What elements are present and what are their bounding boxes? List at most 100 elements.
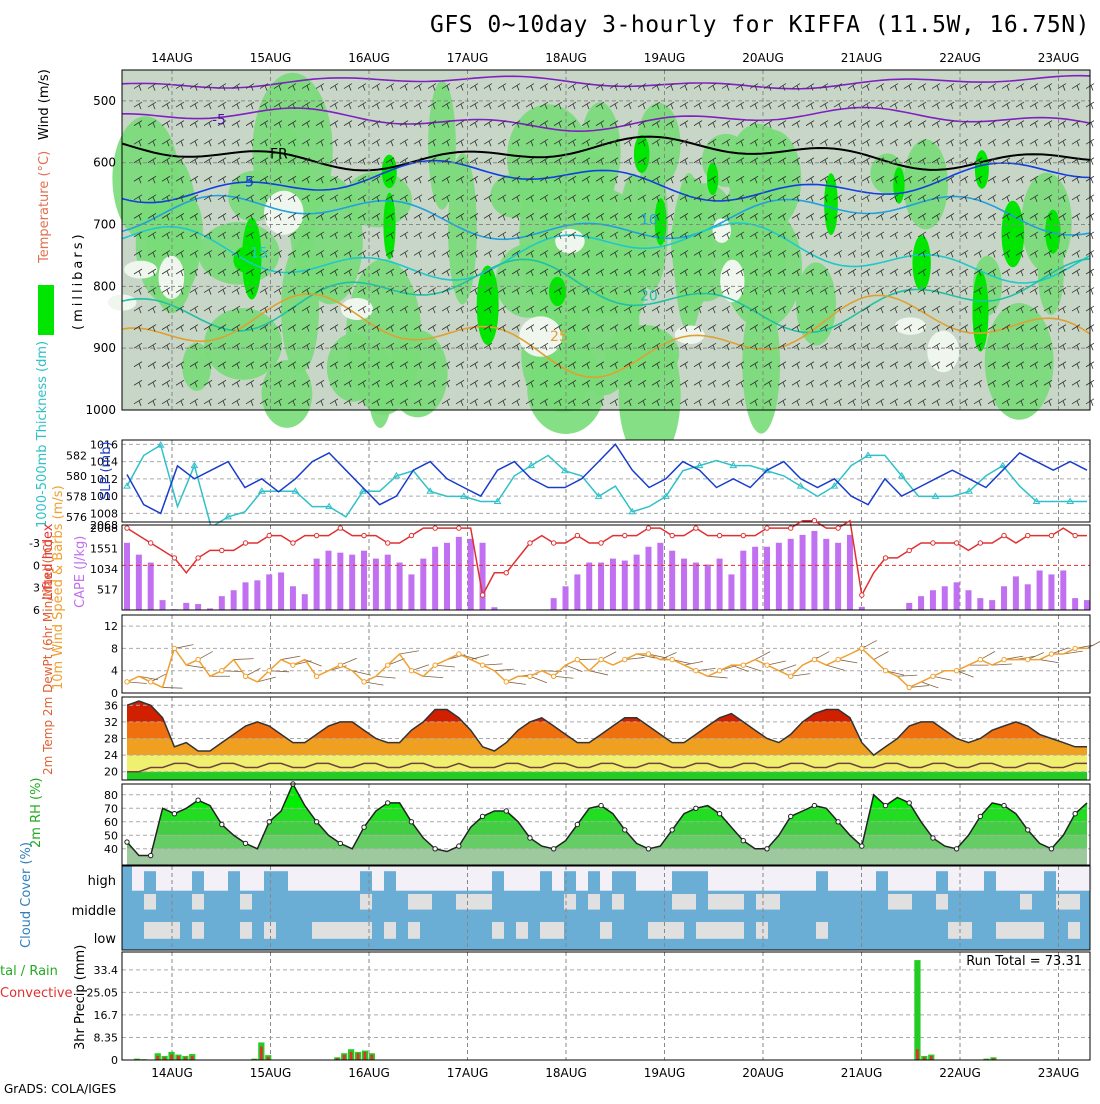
cape-bar xyxy=(148,563,154,610)
top-date-label: 22AUG xyxy=(939,51,981,65)
cape-bar xyxy=(1013,576,1019,610)
cloud-cell xyxy=(876,866,888,871)
rh-line-point xyxy=(954,847,958,851)
rh-blob xyxy=(368,345,392,428)
wind-speed-line-point xyxy=(291,663,295,667)
rh-line-point xyxy=(528,836,532,840)
top-date-label: 16AUG xyxy=(348,51,390,65)
isotherm-label: 5 xyxy=(245,174,254,190)
cape-bar xyxy=(906,603,912,610)
cloud-cell xyxy=(468,866,480,891)
precip-tick-label: 0 xyxy=(111,1054,118,1067)
cloud-cell xyxy=(168,922,180,939)
cape-bar xyxy=(942,586,948,610)
wind-speed-line-point xyxy=(314,674,318,678)
wind-tick-label: 12 xyxy=(104,620,118,633)
wind-speed-line-point xyxy=(1002,657,1006,661)
isotherm-label: FR xyxy=(270,146,288,162)
cape-bar xyxy=(622,561,628,610)
cloud-cell xyxy=(936,866,948,871)
cape-bar xyxy=(1072,598,1078,610)
rh-line-point xyxy=(196,798,200,802)
rh-line-point xyxy=(836,820,840,824)
wind-speed-line-point xyxy=(362,680,366,684)
lifted-index-line-point xyxy=(1002,533,1006,537)
cape-bar xyxy=(195,604,201,610)
cloud-cell xyxy=(516,922,528,939)
cape-bar xyxy=(243,582,249,610)
lifted-index-line-point xyxy=(1049,533,1053,537)
wind-speed-line-point xyxy=(575,657,579,661)
cloud-cell xyxy=(732,894,744,910)
rh-line-point xyxy=(812,803,816,807)
cloud-cell xyxy=(732,922,744,939)
cloud-cell xyxy=(204,866,216,891)
cape-bar xyxy=(657,543,663,610)
cape-bar xyxy=(337,553,343,610)
cloud-cell xyxy=(804,866,816,891)
cape-bar xyxy=(254,580,260,610)
lifted-index-line-point xyxy=(670,533,674,537)
wind-speed-line-point xyxy=(883,669,887,673)
lifted-index-line-point xyxy=(599,541,603,545)
rh-line-point xyxy=(433,847,437,851)
precip-legend-total: tal / Rain xyxy=(0,964,58,979)
temp-band xyxy=(127,739,1087,756)
cloud-cell xyxy=(948,866,960,891)
cape-bar xyxy=(432,547,438,610)
bottom-date-label: 14AUG xyxy=(151,1066,193,1080)
wind-speed-line-point xyxy=(812,657,816,661)
cape-bar xyxy=(1001,586,1007,610)
thickness-tick-label: 580 xyxy=(66,470,87,483)
cloud-cell xyxy=(156,922,168,939)
cloud-cell xyxy=(624,866,636,871)
cloud-cell xyxy=(588,894,600,910)
lifted-index-line-point xyxy=(196,556,200,560)
cape-bar xyxy=(278,572,284,610)
wind-speed-line-point xyxy=(978,657,982,661)
cloud-cell xyxy=(540,866,552,871)
cloud-cell xyxy=(888,894,900,910)
cloud-cell xyxy=(1008,866,1020,891)
cloud-cell xyxy=(240,866,252,891)
cloud-cell xyxy=(924,866,936,891)
cloud-cell xyxy=(1008,922,1020,939)
cape-bar xyxy=(800,535,806,610)
cloud-cell xyxy=(540,922,552,939)
lifted-index-line-point xyxy=(954,541,958,545)
lifted-index-line-point xyxy=(860,593,864,597)
cloud-cell xyxy=(948,922,960,939)
rh-core xyxy=(975,150,989,189)
cloud-cell xyxy=(468,894,480,910)
precip-total-bar xyxy=(914,960,920,1060)
rh-tick-label: 80 xyxy=(104,789,118,802)
rh-dry-patch xyxy=(341,298,373,320)
cape-bar xyxy=(776,543,782,610)
rh-line-point xyxy=(172,812,176,816)
cloud-cell xyxy=(144,866,156,871)
rh-core xyxy=(634,135,650,173)
bottom-date-label: 15AUG xyxy=(250,1066,292,1080)
precip-conv-bar xyxy=(364,1052,367,1060)
bottom-date-label: 21AUG xyxy=(841,1066,883,1080)
cape-bar xyxy=(835,543,841,610)
lifted-index-line-point xyxy=(362,533,366,537)
cloud-cell xyxy=(756,922,768,939)
cloud-cell xyxy=(216,866,228,891)
precip-conv-bar xyxy=(916,1049,919,1060)
pressure-tick-label: 500 xyxy=(93,94,116,108)
cloud-cell xyxy=(480,894,492,910)
wind-speed-line-point xyxy=(243,674,247,678)
wind-speed-line-point xyxy=(623,657,627,661)
wind-tick-label: 0 xyxy=(111,687,118,700)
cloud-cell xyxy=(312,866,324,891)
cape-bar xyxy=(373,559,379,610)
cape-bar xyxy=(740,551,746,610)
cloud-cell xyxy=(420,866,432,891)
rh-dry-patch xyxy=(927,331,959,373)
cape-bar xyxy=(385,555,391,610)
precip-tick-label: 33.4 xyxy=(94,964,119,977)
rh-line-point xyxy=(907,801,911,805)
